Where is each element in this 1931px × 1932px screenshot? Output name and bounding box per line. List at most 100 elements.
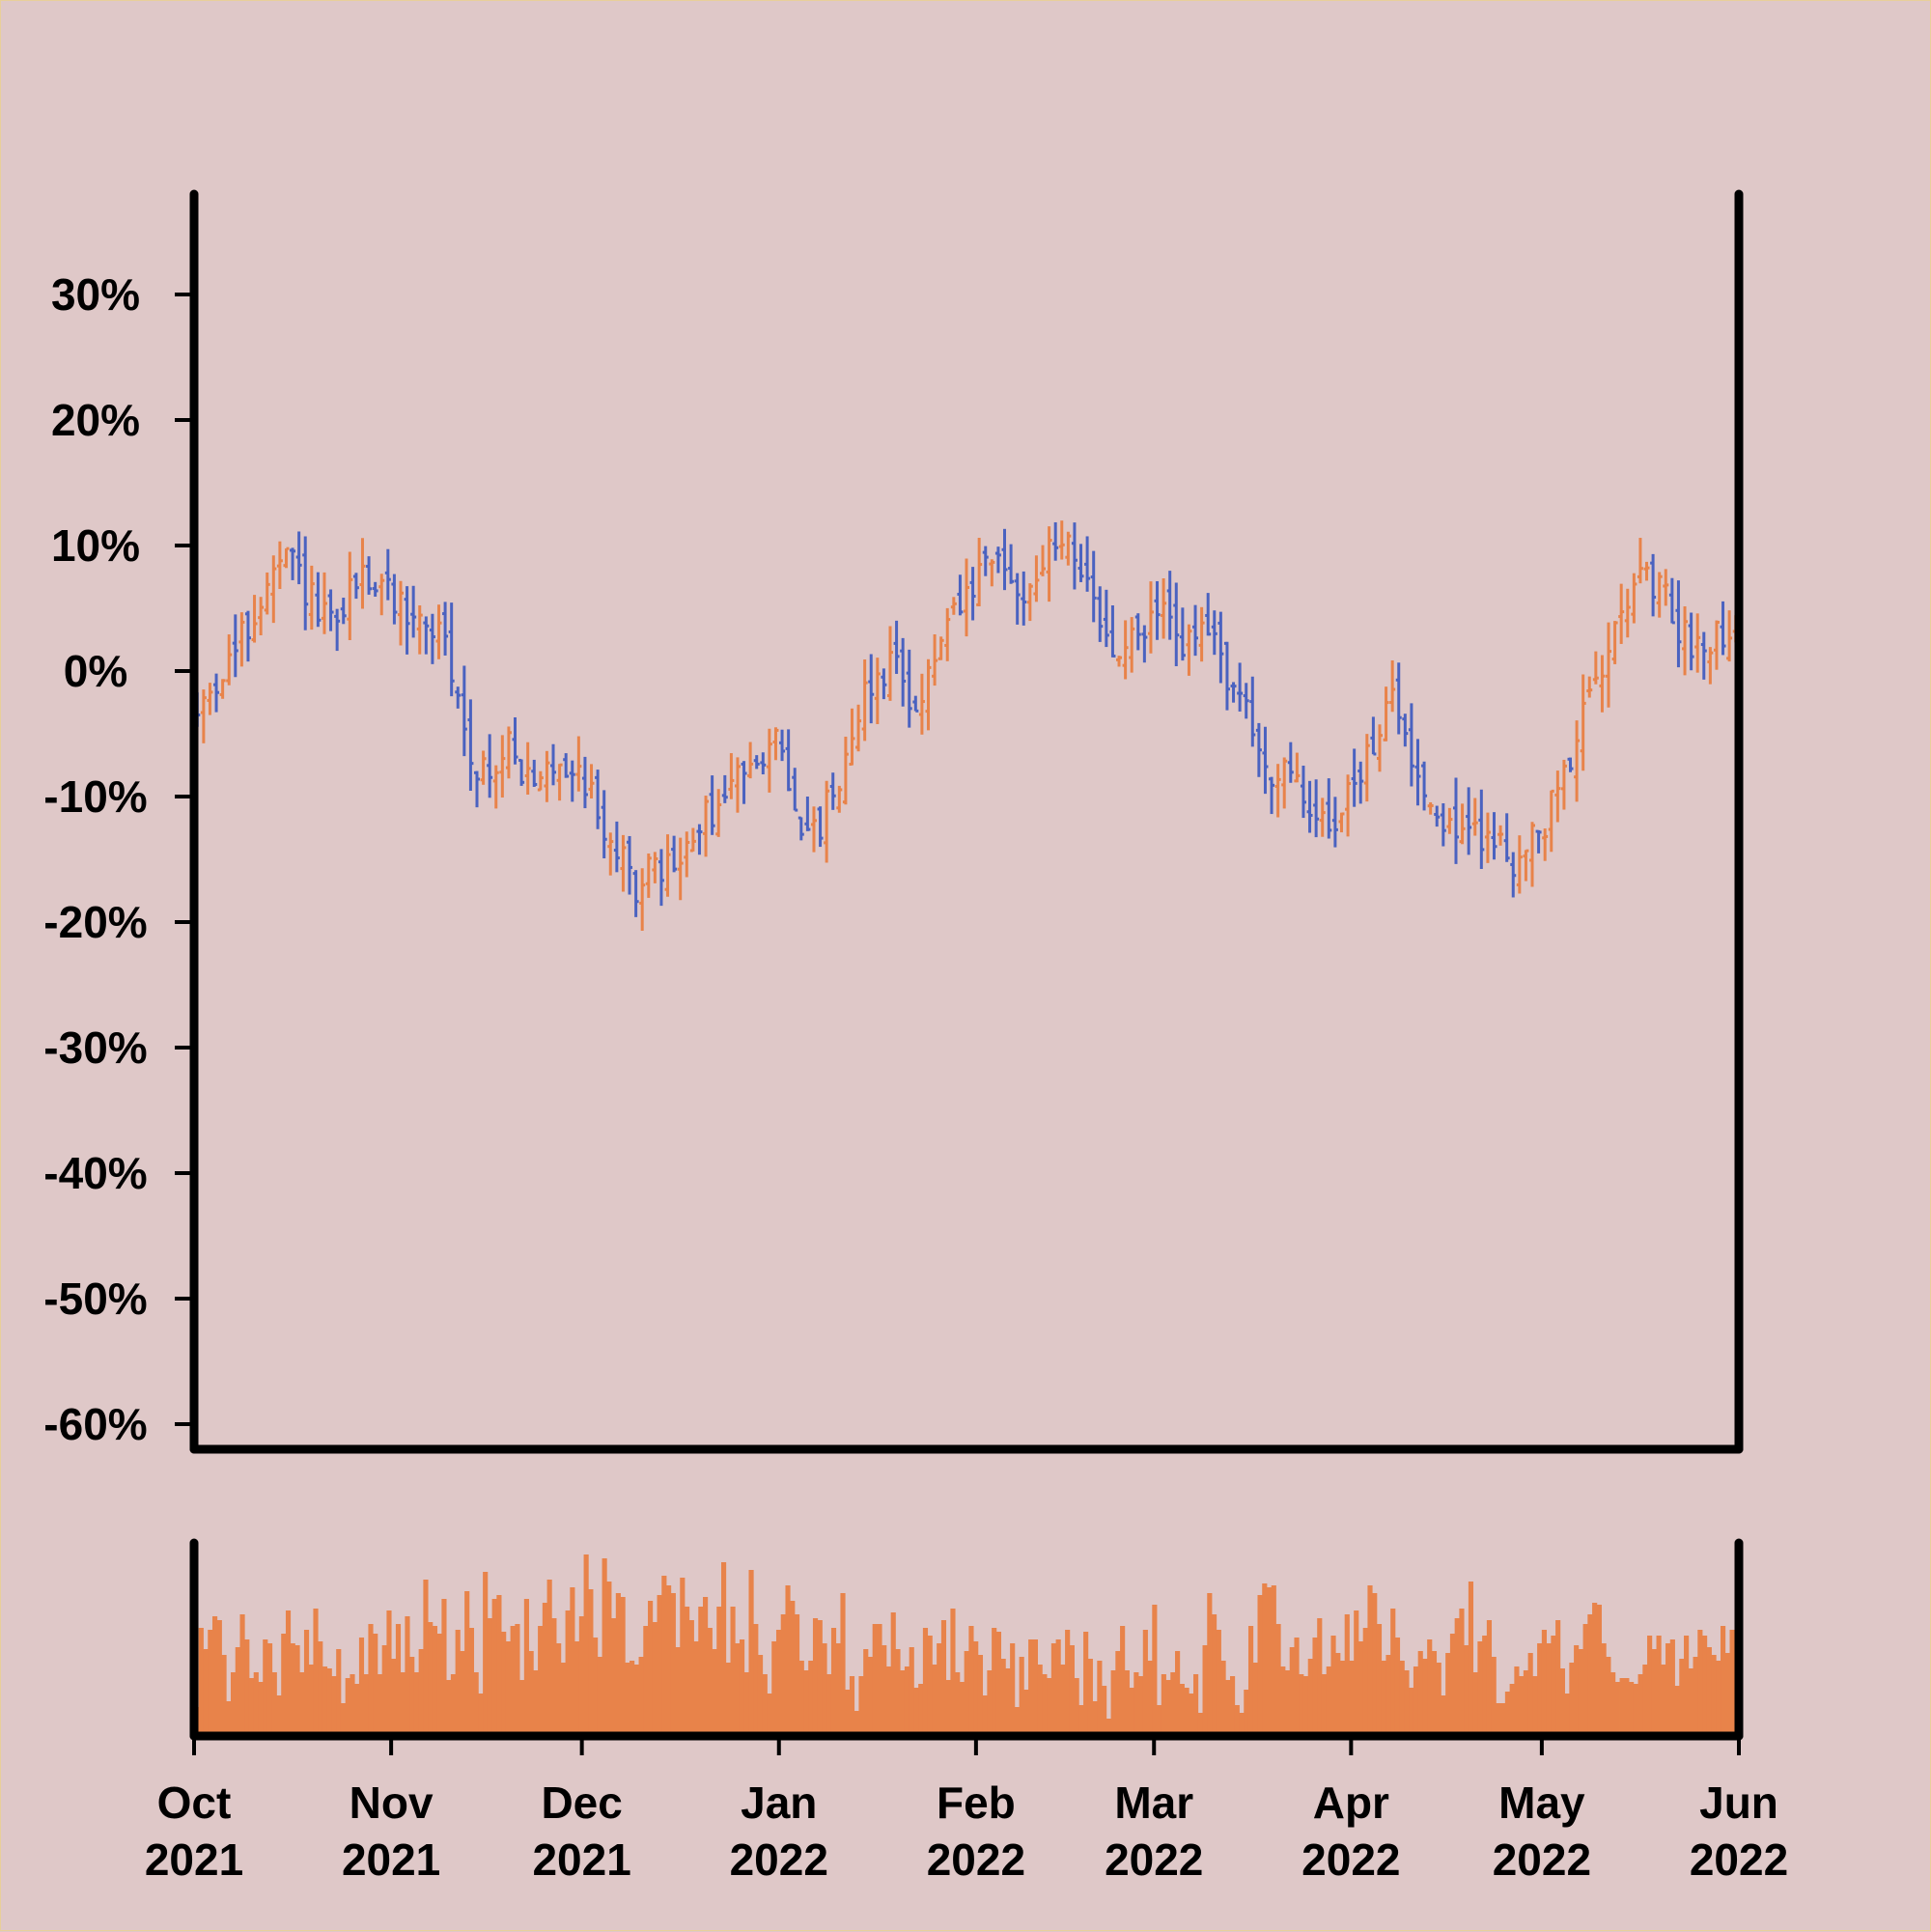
x-tick-label-month: Nov — [350, 1778, 434, 1828]
volume-bar — [1679, 1659, 1685, 1736]
volume-bar — [1582, 1624, 1588, 1736]
volume-bar — [258, 1682, 264, 1736]
volume-bar — [937, 1643, 942, 1736]
ohlc-bar — [1376, 724, 1383, 772]
ohlc-bar — [1097, 586, 1104, 642]
volume-bar — [487, 1618, 493, 1736]
volume-bar — [501, 1632, 507, 1736]
ohlc-bar — [645, 853, 652, 898]
ohlc-bar — [213, 673, 220, 713]
y-axis-ticks: -60% -50% -40% -30% -20% -10% 0% 10% 20% 30% — [43, 269, 190, 1449]
volume-bar — [638, 1657, 644, 1736]
volume-bar — [1317, 1618, 1323, 1736]
volume-bar — [533, 1670, 539, 1736]
ohlc-bar — [492, 765, 499, 809]
ohlc-bar — [861, 659, 868, 742]
ohlc-bar — [308, 565, 315, 630]
volume-bar — [1532, 1676, 1538, 1736]
volume-bar — [1124, 1670, 1130, 1736]
volume-bar — [1637, 1674, 1643, 1736]
ohlc-bar — [474, 770, 481, 808]
volume-bar — [1299, 1674, 1304, 1736]
volume-bar — [1706, 1647, 1712, 1736]
ohlc-bar — [1306, 780, 1313, 833]
volume-bar — [290, 1643, 295, 1736]
volume-bar — [1302, 1676, 1309, 1736]
ohlc-bar — [232, 614, 238, 678]
ohlc-bar — [938, 636, 944, 660]
volume-bar — [1092, 1701, 1098, 1736]
volume-bar — [909, 1647, 914, 1736]
volume-bar — [345, 1678, 350, 1736]
x-tick-label-year: 2022 — [1493, 1834, 1591, 1885]
ohlc-bar — [295, 531, 302, 585]
ohlc-bar — [964, 558, 969, 637]
volume-bar — [1362, 1628, 1368, 1736]
volume-bar — [1449, 1634, 1456, 1736]
ohlc-bar — [1237, 662, 1244, 712]
volume-bar — [450, 1674, 457, 1736]
volume-bar — [1436, 1663, 1441, 1736]
volume-bar — [519, 1680, 525, 1736]
ohlc-bar — [1434, 805, 1441, 827]
volume-bar — [413, 1672, 420, 1736]
ohlc-bar — [1294, 752, 1301, 783]
volume-bar — [885, 1666, 892, 1736]
x-tick-label-month: Jan — [741, 1778, 817, 1828]
ohlc-bar — [435, 604, 442, 659]
volume-bar — [1165, 1680, 1171, 1736]
volume-bar — [648, 1601, 654, 1736]
ohlc-bar — [467, 699, 474, 792]
volume-bar — [1633, 1684, 1638, 1736]
volume-bar — [1606, 1657, 1611, 1736]
volume-bar — [1546, 1643, 1552, 1736]
volume-bar — [1422, 1659, 1428, 1736]
volume-bar — [725, 1663, 731, 1736]
ohlc-bar — [715, 789, 722, 837]
volume-bar — [1349, 1661, 1355, 1736]
ohlc-bar — [1720, 601, 1726, 656]
volume-bar — [578, 1616, 584, 1736]
volume-bar — [1578, 1649, 1583, 1736]
ohlc-bar — [1255, 722, 1262, 777]
x-tick-label-month: Apr — [1313, 1778, 1389, 1828]
volume-bar — [858, 1676, 864, 1736]
y-tick-label: -50% — [43, 1274, 147, 1324]
ohlc-bar — [1440, 802, 1446, 847]
ohlc-bar — [1269, 776, 1275, 815]
volume-bar — [826, 1674, 832, 1736]
ohlc-bar — [1331, 797, 1338, 848]
ohlc-bar — [1618, 583, 1625, 644]
ohlc-bar — [499, 735, 506, 798]
volume-bar — [1234, 1705, 1240, 1736]
ohlc-bar — [1491, 812, 1497, 860]
ohlc-bar — [384, 548, 391, 601]
ohlc-bar — [1211, 610, 1217, 656]
ohlc-bar — [302, 536, 309, 630]
volume-bar — [1047, 1678, 1052, 1736]
volume-bar — [808, 1661, 814, 1736]
ohlc-bar — [1402, 714, 1409, 747]
ohlc-bar — [1357, 761, 1364, 804]
volume-bar — [1344, 1614, 1350, 1736]
volume-bar — [1105, 1719, 1111, 1736]
volume-bar — [615, 1593, 621, 1736]
volume-bar — [496, 1595, 502, 1736]
volume-bar — [1326, 1666, 1331, 1736]
volume-bar — [835, 1643, 841, 1736]
volume-bar — [1110, 1670, 1116, 1736]
ohlc-bar — [1471, 798, 1478, 836]
volume-bar — [583, 1554, 589, 1736]
volume-bar — [556, 1643, 562, 1736]
volume-bar — [546, 1580, 552, 1736]
ohlc-bar — [1166, 571, 1173, 640]
volume-bar — [350, 1674, 355, 1736]
volume-bar — [1523, 1670, 1529, 1736]
volume-bar — [1413, 1666, 1419, 1736]
volume-bar — [666, 1585, 672, 1736]
volume-bar — [1651, 1649, 1657, 1736]
ohlc-bar — [1287, 742, 1294, 783]
volume-bar — [1069, 1645, 1075, 1736]
volume-bar — [1541, 1630, 1547, 1736]
ohlc-bar — [1179, 607, 1186, 661]
